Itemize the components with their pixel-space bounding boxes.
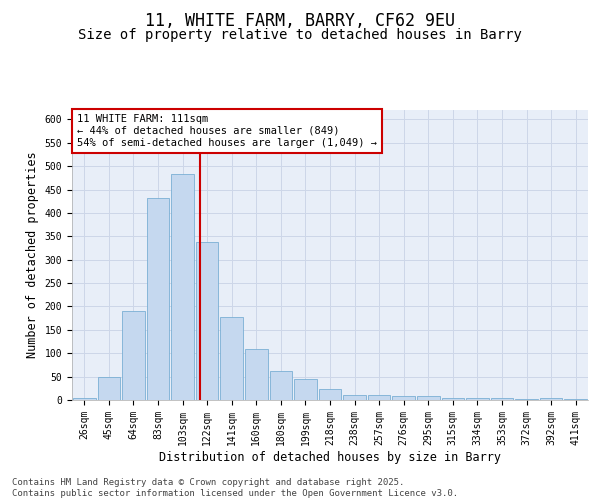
Bar (171, 174, 194, 400)
Bar (98, 376, 120, 400)
Bar (73, 398, 95, 400)
X-axis label: Distribution of detached houses by size in Barry: Distribution of detached houses by size … (159, 450, 501, 464)
Bar (368, 395, 391, 400)
Bar (442, 398, 464, 400)
Text: 11 WHITE FARM: 111sqm
← 44% of detached houses are smaller (849)
54% of semi-det: 11 WHITE FARM: 111sqm ← 44% of detached … (77, 114, 377, 148)
Bar (466, 398, 489, 400)
Text: Contains HM Land Registry data © Crown copyright and database right 2025.
Contai: Contains HM Land Registry data © Crown c… (12, 478, 458, 498)
Bar (122, 311, 145, 400)
Bar (319, 389, 341, 400)
Bar (269, 371, 292, 400)
Bar (294, 380, 317, 400)
Bar (220, 316, 243, 400)
Bar (540, 398, 562, 400)
Bar (245, 350, 268, 400)
Bar (146, 198, 169, 400)
Bar (565, 398, 587, 400)
Bar (392, 396, 415, 400)
Bar (515, 398, 538, 400)
Y-axis label: Number of detached properties: Number of detached properties (26, 152, 39, 358)
Bar (491, 398, 514, 400)
Bar (196, 242, 218, 400)
Text: 11, WHITE FARM, BARRY, CF62 9EU: 11, WHITE FARM, BARRY, CF62 9EU (145, 12, 455, 30)
Bar (417, 396, 440, 400)
Text: Size of property relative to detached houses in Barry: Size of property relative to detached ho… (78, 28, 522, 42)
Bar (343, 395, 366, 400)
